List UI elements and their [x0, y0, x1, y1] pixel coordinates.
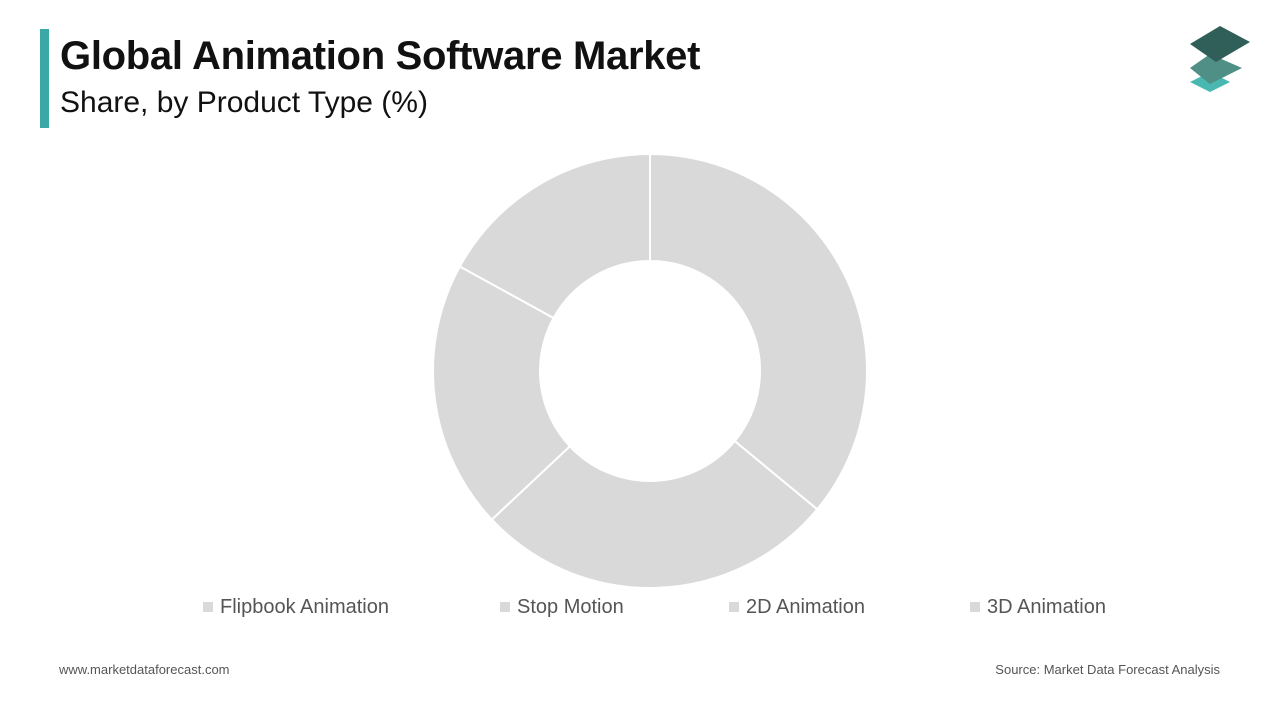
legend-swatch [500, 602, 510, 612]
slice-stop-motion [432, 265, 572, 521]
slice-flipbook-animation [458, 152, 651, 320]
footer-website: www.marketdataforecast.com [59, 662, 230, 677]
logo-layer-middle [1190, 54, 1242, 84]
footer-source: Source: Market Data Forecast Analysis [995, 662, 1220, 677]
legend-swatch [729, 602, 739, 612]
legend-swatch [970, 602, 980, 612]
legend-item-flipbook-animation: Flipbook Animation [203, 594, 389, 620]
legend-label: 3D Animation [987, 595, 1106, 618]
legend-item-stop-motion: Stop Motion [500, 594, 624, 620]
slice-3d-animation [649, 152, 868, 511]
legend-label: Flipbook Animation [220, 595, 389, 618]
title-accent-bar [40, 29, 49, 128]
stacked-layers-icon [1190, 26, 1250, 92]
legend-label: 2D Animation [746, 595, 865, 618]
page-subtitle: Share, by Product Type (%) [60, 86, 428, 119]
donut-slices [432, 152, 868, 589]
page-title: Global Animation Software Market [60, 34, 701, 78]
logo-layer-top [1190, 26, 1250, 62]
legend-item-2d-animation: 2D Animation [729, 594, 865, 620]
slice-2d-animation [490, 439, 819, 589]
legend-label: Stop Motion [517, 595, 624, 618]
legend-item-3d-animation: 3D Animation [970, 594, 1106, 620]
legend-swatch [203, 602, 213, 612]
